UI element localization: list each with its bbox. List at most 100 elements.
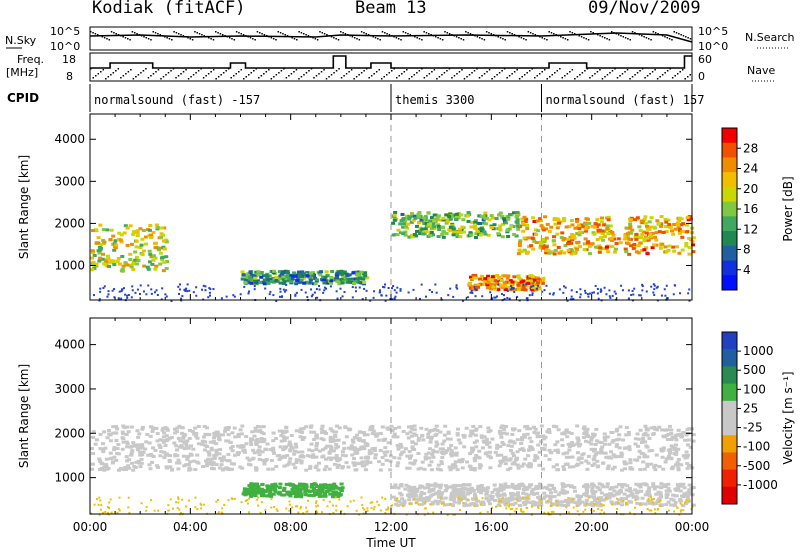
noise-cell [592, 291, 595, 294]
echo-cell [452, 486, 457, 490]
echo-cell [362, 433, 367, 437]
echo-cell [524, 217, 529, 221]
echo-cell [511, 454, 516, 458]
noise-cell [614, 292, 617, 295]
noise-cell [385, 294, 388, 297]
echo-cell [342, 441, 347, 445]
echo-cell [359, 456, 364, 460]
echo-cell [606, 496, 611, 500]
nsearch-dot [592, 32, 594, 34]
noise-cell [543, 511, 546, 514]
echo-cell [639, 489, 644, 493]
noise-cell [387, 508, 390, 511]
echo-cell [418, 229, 423, 233]
echo-cell [489, 287, 494, 291]
echo-cell [681, 495, 686, 499]
echo-cell [96, 236, 101, 240]
echo-cell [91, 260, 96, 264]
noise-cell [285, 283, 288, 286]
echo-cell [405, 226, 410, 230]
echo-cell [587, 244, 592, 248]
nave-dot [461, 69, 463, 71]
echo-cell [407, 466, 412, 470]
noise-cell [537, 505, 540, 508]
echo-cell [399, 493, 404, 497]
nave-dot [666, 70, 669, 72]
nsearch-dot [196, 32, 199, 34]
freq-tick-top: 18 [62, 53, 76, 66]
echo-cell [595, 238, 600, 242]
echo-cell [441, 230, 446, 234]
echo-cell [498, 461, 503, 465]
echo-cell [604, 245, 609, 249]
nave-label: Nave [747, 64, 775, 77]
noise-cell [270, 498, 273, 501]
nsearch-dot [180, 34, 182, 36]
echo-cell [248, 463, 253, 467]
colorbar-tick-label: -500 [743, 459, 770, 473]
echo-cell [555, 440, 560, 444]
echo-cell [661, 434, 666, 438]
echo-cell [567, 448, 572, 452]
echo-cell [118, 466, 123, 470]
nave-dot [122, 75, 125, 77]
noise-cell [456, 287, 459, 290]
echo-cell [397, 425, 402, 429]
echo-cell [474, 218, 479, 222]
echo-cell [614, 443, 619, 447]
echo-cell [120, 430, 125, 434]
noise-cell [221, 507, 224, 510]
noise-cell [412, 288, 415, 291]
echo-cell [656, 222, 661, 226]
noise-cell [639, 294, 642, 297]
echo-cell [458, 235, 463, 239]
noise-cell [688, 288, 691, 291]
echo-cell [473, 428, 478, 432]
echo-cell [128, 445, 133, 449]
noise-cell [540, 501, 543, 504]
echo-cell [265, 494, 270, 498]
nsearch-dot [312, 37, 314, 39]
echo-cell [403, 230, 408, 234]
echo-cell [392, 432, 397, 436]
echo-cell [313, 465, 318, 469]
echo-cell [544, 236, 549, 240]
echo-cell [485, 283, 490, 287]
echo-cell [634, 495, 639, 499]
echo-cell [391, 233, 396, 237]
nsearch-dot [293, 38, 296, 40]
nave-dot [127, 71, 130, 73]
nsearch-dot [270, 37, 273, 39]
echo-cell [676, 428, 681, 432]
echo-cell [555, 463, 560, 467]
noise-cell [461, 299, 464, 302]
noise-cell [269, 290, 272, 293]
noise-cell [104, 510, 107, 513]
echo-cell [511, 497, 516, 501]
noise-cell [508, 503, 511, 506]
nsearch-dot [235, 31, 238, 33]
echo-cell [611, 439, 616, 443]
noise-cell [420, 283, 423, 286]
echo-cell [505, 214, 510, 218]
echo-cell [437, 494, 442, 498]
nsearch-dot [94, 33, 97, 35]
echo-cell [361, 275, 366, 279]
echo-cell [391, 495, 396, 499]
echo-cell [215, 432, 220, 436]
echo-cell [307, 490, 312, 494]
nave-dot [564, 75, 566, 77]
nsearch-dot [138, 34, 141, 36]
echo-cell [454, 217, 459, 221]
echo-cell [378, 431, 383, 435]
echo-cell [610, 440, 615, 444]
nave-dot [350, 69, 353, 71]
nave-dot [210, 71, 212, 73]
echo-cell [578, 443, 583, 447]
echo-cell [408, 215, 413, 219]
echo-cell [128, 257, 133, 261]
echo-cell [652, 225, 657, 229]
echo-cell [100, 462, 105, 466]
echo-cell [129, 425, 134, 429]
echo-cell [553, 490, 558, 494]
